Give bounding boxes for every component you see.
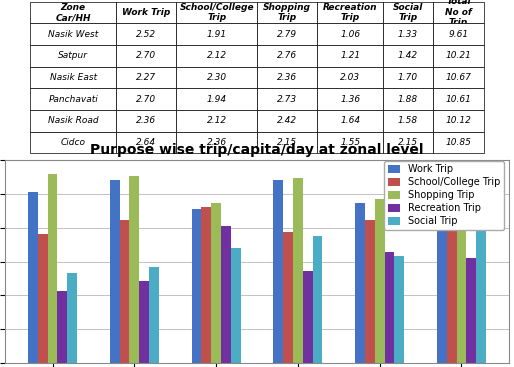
Bar [38,234,48,363]
Bar [437,184,447,363]
Bar [365,219,375,363]
Bar [211,203,221,363]
Legend: Work Trip, School/College Trip, Shopping Trip, Recreation Trip, Social Trip: Work Trip, School/College Trip, Shopping… [384,161,504,230]
Bar [120,219,130,363]
Bar [447,203,456,363]
Bar [231,248,241,363]
Bar [28,192,38,363]
Bar [67,273,77,363]
Bar [110,180,120,363]
Bar [456,218,466,363]
Bar [283,232,293,363]
Bar [293,178,303,363]
Bar [221,226,231,363]
Bar [384,252,394,363]
Bar [130,176,139,363]
Bar [476,218,486,363]
Bar [313,236,322,363]
Bar [48,174,58,363]
Bar [192,209,201,363]
Bar [273,180,283,363]
Bar [149,267,159,363]
Bar [139,281,149,363]
Bar [375,199,384,363]
Bar [303,271,313,363]
Bar [58,291,67,363]
Bar [394,256,404,363]
Title: Purpose wise trip/capita/day at zonal level: Purpose wise trip/capita/day at zonal le… [90,143,424,157]
Bar [355,203,365,363]
Bar [201,207,211,363]
Bar [466,258,476,363]
